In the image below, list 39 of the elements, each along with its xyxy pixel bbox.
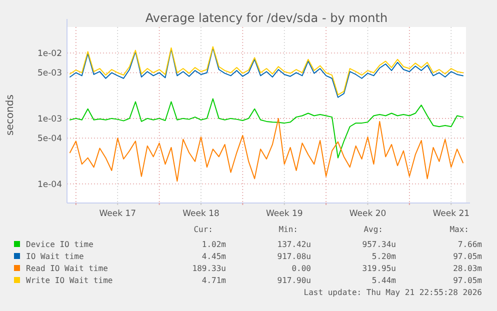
text: 4.45m — [202, 252, 226, 261]
text: 0.00 — [292, 264, 312, 273]
line-series — [69, 98, 464, 158]
y-tick-label: 5e-04 — [37, 134, 62, 144]
text: Min: — [278, 225, 298, 234]
text: 319.95u — [362, 264, 396, 273]
x-tick-label: Week 18 — [182, 209, 220, 219]
legend-label: Write IO Wait time — [26, 276, 113, 285]
text: 917.90u — [277, 276, 312, 285]
text: 5.44m — [372, 276, 396, 285]
y-tick-label: 1e-02 — [37, 49, 62, 60]
text: 4.71m — [202, 276, 226, 285]
y-tick-label: 1e-04 — [37, 180, 62, 190]
text: Avg: — [364, 225, 383, 234]
y-axis-title: seconds — [5, 94, 16, 136]
text: 5.20m — [372, 252, 396, 261]
text: Max: — [450, 225, 469, 234]
chart-title: Average latency for /dev/sda - by month — [145, 11, 388, 25]
legend-label: Device IO time — [26, 240, 94, 249]
text: 28.03m — [453, 264, 482, 273]
text: Last update: Thu May 21 22:55:28 2026 — [304, 288, 482, 297]
text: 137.42u — [277, 240, 312, 249]
x-tick-label: Week 19 — [266, 209, 303, 219]
x-tick-label: Week 20 — [349, 209, 386, 219]
text: 1.02m — [202, 240, 226, 249]
text: 97.05m — [453, 252, 482, 261]
y-tick-label: 1e-03 — [37, 114, 62, 124]
line-series — [69, 118, 464, 182]
y-tick-label: 5e-03 — [37, 68, 62, 79]
text: Cur: — [194, 225, 213, 234]
x-tick-label: Week 17 — [99, 209, 136, 219]
x-tick-label: Week 21 — [432, 209, 470, 219]
legend-label: Read IO Wait time — [26, 264, 108, 273]
text: 917.08u — [277, 252, 312, 261]
text: 957.34u — [362, 240, 396, 249]
legend-label: IO Wait time — [26, 252, 84, 261]
text: 97.05m — [453, 276, 482, 285]
text: 189.33u — [192, 264, 226, 273]
text: 7.66m — [458, 240, 482, 249]
